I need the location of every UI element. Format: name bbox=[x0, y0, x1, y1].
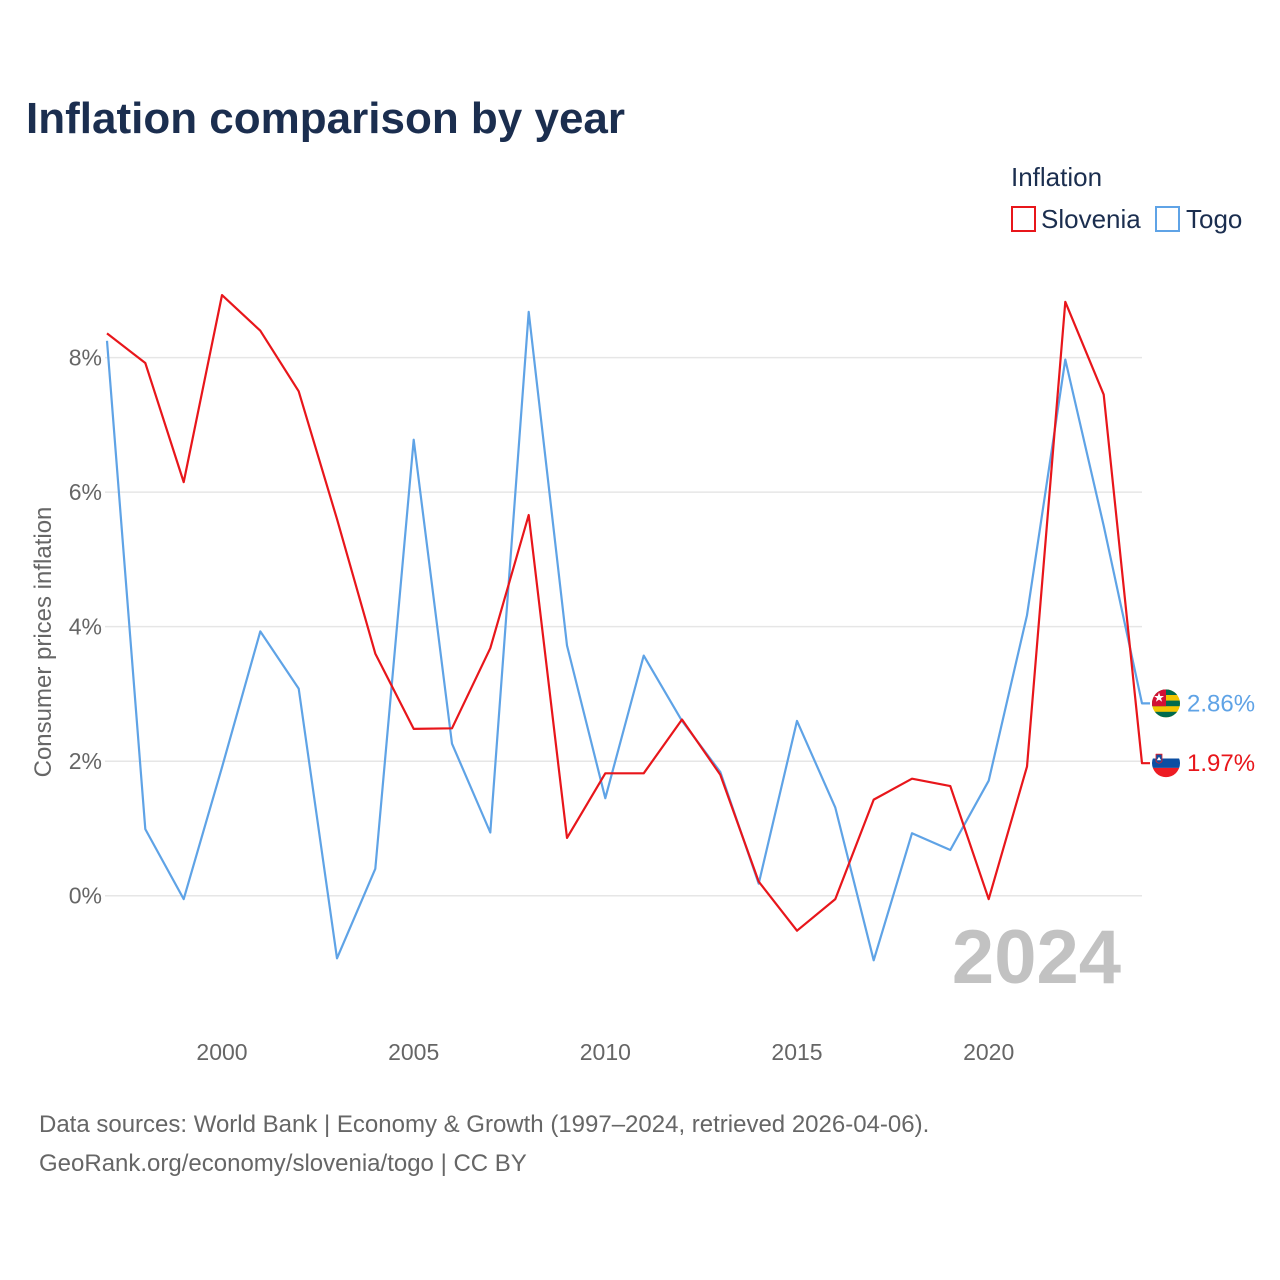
end-labels: 1.97% 2.86% bbox=[1187, 690, 1255, 777]
legend-title: Inflation bbox=[1011, 162, 1102, 192]
series-line-slovenia[interactable] bbox=[106, 294, 1150, 932]
y-axis-label: Consumer prices inflation bbox=[30, 507, 57, 778]
series-line-togo[interactable] bbox=[105, 310, 1150, 962]
y-tick-label: 0% bbox=[69, 883, 102, 909]
source-line-2[interactable]: GeoRank.org/economy/slovenia/togo | CC B… bbox=[39, 1150, 527, 1177]
legend-swatch-slovenia bbox=[1011, 206, 1036, 232]
slovenia-flag-icon bbox=[1152, 749, 1180, 778]
x-tick-label: 2015 bbox=[771, 1039, 822, 1065]
y-tick-label: 4% bbox=[69, 614, 102, 640]
legend: Inflation Slovenia Togo bbox=[1011, 162, 1242, 234]
end-label-togo: 2.86% bbox=[1187, 690, 1255, 717]
x-tick-label: 2000 bbox=[196, 1039, 247, 1065]
togo-flag-icon bbox=[1152, 689, 1180, 718]
legend-label-togo: Togo bbox=[1186, 204, 1242, 234]
x-tick-label: 2005 bbox=[388, 1039, 439, 1065]
series-lines bbox=[105, 294, 1150, 962]
current-year-label: 2024 bbox=[952, 915, 1121, 1000]
x-tick-label: 2020 bbox=[963, 1039, 1014, 1065]
gridlines bbox=[105, 356, 1142, 897]
legend-item-togo[interactable]: Togo bbox=[1155, 204, 1242, 234]
legend-label-slovenia: Slovenia bbox=[1041, 204, 1141, 234]
x-tick-labels: 2000 2005 2010 2015 2020 bbox=[196, 1039, 1014, 1065]
chart-title: Inflation comparison by year bbox=[26, 94, 625, 143]
source-line-1: Data sources: World Bank | Economy & Gro… bbox=[39, 1111, 929, 1138]
y-tick-label: 6% bbox=[69, 479, 102, 505]
y-tick-labels: 0% 2% 4% 6% 8% bbox=[69, 345, 102, 909]
legend-swatch-togo bbox=[1155, 206, 1180, 232]
end-label-slovenia: 1.97% bbox=[1187, 750, 1255, 777]
y-tick-label: 8% bbox=[69, 345, 102, 371]
x-tick-label: 2010 bbox=[580, 1039, 631, 1065]
y-tick-label: 2% bbox=[69, 748, 102, 774]
legend-item-slovenia[interactable]: Slovenia bbox=[1011, 204, 1141, 234]
